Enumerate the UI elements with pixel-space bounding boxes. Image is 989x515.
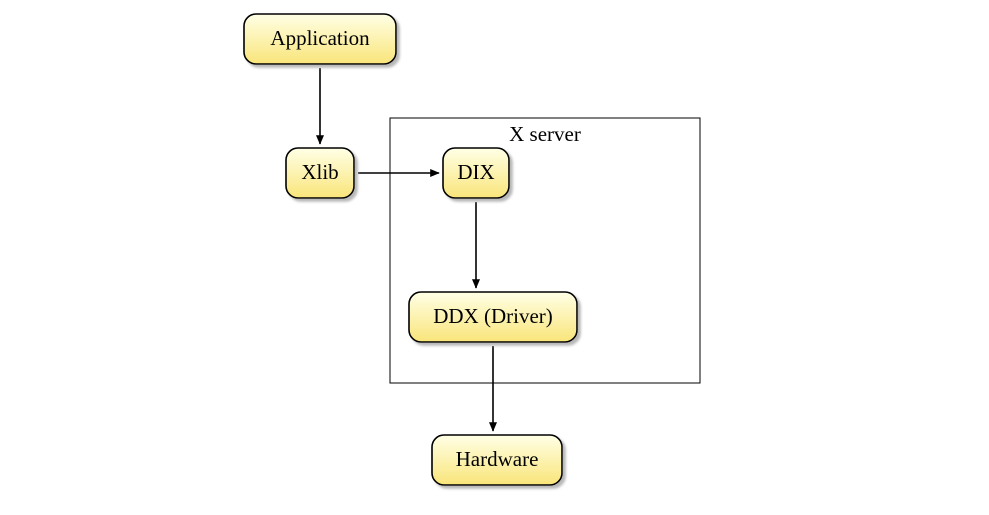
node-application: Application (244, 14, 396, 64)
node-ddx-label: DDX (Driver) (433, 304, 553, 328)
node-hardware-label: Hardware (456, 447, 539, 471)
node-xlib: Xlib (286, 148, 354, 198)
xserver-container (390, 118, 700, 383)
xserver-container-label: X server (509, 122, 581, 146)
node-dix: DIX (443, 148, 509, 198)
node-ddx: DDX (Driver) (409, 292, 577, 342)
node-hardware: Hardware (432, 435, 562, 485)
node-dix-label: DIX (457, 160, 494, 184)
node-application-label: Application (270, 26, 370, 50)
node-xlib-label: Xlib (301, 160, 338, 184)
